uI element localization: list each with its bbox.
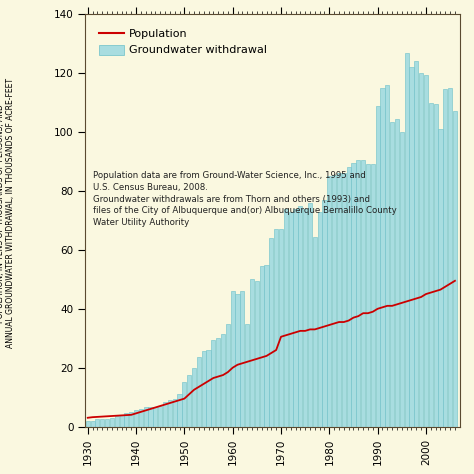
Bar — [313, 237, 317, 427]
Bar — [400, 132, 404, 427]
Bar — [139, 409, 143, 427]
Bar — [236, 294, 239, 427]
Bar — [303, 209, 307, 427]
Text: Population data are from Ground-Water Science, Inc., 1995 and
U.S. Census Bureau: Population data are from Ground-Water Sc… — [93, 171, 397, 227]
Bar — [182, 383, 186, 427]
Bar — [269, 238, 273, 427]
Bar — [177, 394, 182, 427]
Bar — [197, 357, 201, 427]
Bar — [95, 419, 100, 427]
Bar — [371, 164, 375, 427]
Bar — [231, 291, 235, 427]
Bar — [105, 419, 109, 427]
Bar — [201, 352, 206, 427]
Bar — [322, 200, 327, 427]
Bar — [148, 408, 153, 427]
Bar — [221, 334, 225, 427]
Bar — [192, 368, 196, 427]
Bar — [429, 102, 433, 427]
Text: POPULATION, IN TENS OF THOUSANDS OF PERSONS, AND
ANNUAL GROUNDWATER WITHDRAWAL, : POPULATION, IN TENS OF THOUSANDS OF PERS… — [0, 78, 15, 348]
Bar — [124, 413, 128, 427]
Bar — [255, 281, 259, 427]
Bar — [91, 421, 95, 427]
Bar — [390, 122, 394, 427]
Bar — [443, 89, 447, 427]
Bar — [453, 111, 457, 427]
Bar — [308, 203, 312, 427]
Bar — [424, 74, 428, 427]
Bar — [187, 375, 191, 427]
Bar — [134, 410, 138, 427]
Bar — [327, 176, 331, 427]
Bar — [414, 61, 419, 427]
Legend: Population, Groundwater withdrawal: Population, Groundwater withdrawal — [95, 24, 272, 60]
Bar — [419, 73, 423, 427]
Bar — [298, 206, 302, 427]
Bar — [250, 279, 254, 427]
Bar — [318, 211, 322, 427]
Bar — [346, 167, 351, 427]
Bar — [385, 85, 389, 427]
Bar — [405, 53, 409, 427]
Bar — [410, 67, 413, 427]
Bar — [351, 163, 356, 427]
Bar — [366, 164, 370, 427]
Bar — [240, 291, 245, 427]
Bar — [337, 173, 341, 427]
Bar — [226, 323, 230, 427]
Bar — [289, 211, 293, 427]
Bar — [245, 323, 249, 427]
Bar — [86, 421, 90, 427]
Bar — [356, 160, 360, 427]
Bar — [119, 415, 124, 427]
Bar — [168, 400, 172, 427]
Bar — [173, 399, 177, 427]
Bar — [438, 129, 443, 427]
Bar — [163, 401, 167, 427]
Bar — [129, 412, 133, 427]
Bar — [284, 209, 288, 427]
Bar — [207, 350, 210, 427]
Bar — [274, 229, 278, 427]
Bar — [216, 338, 220, 427]
Bar — [375, 106, 380, 427]
Bar — [115, 416, 119, 427]
Bar — [100, 419, 104, 427]
Bar — [434, 104, 438, 427]
Bar — [448, 88, 452, 427]
Bar — [342, 173, 346, 427]
Bar — [110, 418, 114, 427]
Bar — [395, 119, 399, 427]
Bar — [144, 408, 148, 427]
Bar — [260, 266, 264, 427]
Bar — [332, 175, 336, 427]
Bar — [153, 408, 157, 427]
Bar — [381, 88, 384, 427]
Bar — [264, 264, 269, 427]
Bar — [361, 160, 365, 427]
Bar — [293, 209, 298, 427]
Bar — [211, 340, 215, 427]
Bar — [279, 229, 283, 427]
Bar — [158, 406, 162, 427]
